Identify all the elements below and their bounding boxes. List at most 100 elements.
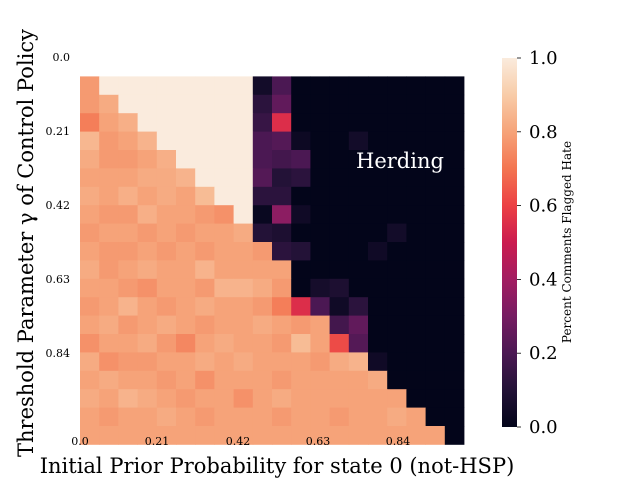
- heatmap-cell: [291, 297, 311, 316]
- heatmap-cell: [329, 426, 350, 445]
- heatmap-cell: [214, 297, 234, 316]
- heatmap-cell: [137, 426, 158, 445]
- heatmap-cell: [291, 334, 311, 353]
- heatmap-cell: [118, 205, 138, 224]
- heatmap-cell: [156, 389, 177, 408]
- heatmap-cell: [444, 205, 465, 224]
- x-tick-label: 0.84: [386, 435, 411, 448]
- heatmap-cell: [406, 223, 426, 243]
- heatmap-cell: [310, 315, 330, 335]
- heatmap-cell: [387, 205, 407, 224]
- heatmap-cell: [329, 168, 350, 188]
- heatmap-cell: [425, 150, 446, 169]
- heatmap-cell: [118, 113, 138, 132]
- heatmap-cell: [176, 315, 196, 335]
- heatmap-cell: [406, 76, 426, 96]
- x-tick-label: 0.0: [71, 435, 89, 448]
- heatmap-cell: [176, 168, 196, 188]
- heatmap-cell: [233, 260, 254, 280]
- heatmap-cell: [425, 389, 446, 408]
- heatmap-cell: [329, 186, 350, 206]
- heatmap-cell: [118, 94, 138, 114]
- heatmap-cell: [387, 315, 407, 335]
- heatmap-cell: [329, 278, 350, 298]
- x-tick-label: 0.63: [306, 435, 331, 448]
- heatmap-cell: [348, 278, 369, 298]
- heatmap-cell: [80, 334, 100, 353]
- heatmap-cell: [233, 94, 254, 114]
- heatmap-cell: [99, 334, 119, 353]
- heatmap-cell: [195, 407, 215, 427]
- heatmap-cell: [444, 150, 465, 169]
- heatmap-cell: [368, 407, 388, 427]
- heatmap-cell: [195, 426, 215, 445]
- heatmap-cell: [387, 94, 407, 114]
- heatmap-cell: [444, 389, 465, 408]
- heatmap-cell: [444, 297, 465, 316]
- heatmap-cell: [291, 370, 311, 390]
- heatmap-cell: [387, 113, 407, 132]
- heatmap-cell: [99, 223, 119, 243]
- heatmap-cell: [99, 297, 119, 316]
- heatmap-cell: [214, 94, 234, 114]
- heatmap-cell: [80, 76, 100, 96]
- heatmap-cell: [272, 131, 292, 151]
- heatmap-cell: [214, 370, 234, 390]
- heatmap-cell: [80, 186, 100, 206]
- heatmap-cell: [272, 168, 292, 188]
- heatmap-cell: [368, 370, 388, 390]
- heatmap-cell: [80, 168, 100, 188]
- heatmap-cell: [272, 352, 292, 372]
- heatmap-cell: [329, 260, 350, 280]
- heatmap-cell: [272, 242, 292, 261]
- heatmap-cell: [387, 260, 407, 280]
- heatmap-cell: [214, 242, 234, 261]
- heatmap-cell: [80, 94, 100, 114]
- heatmap-cell: [272, 407, 292, 427]
- y-tick-label: 0.21: [46, 125, 71, 138]
- heatmap-cell: [444, 94, 465, 114]
- heatmap-cell: [368, 76, 388, 96]
- heatmap-cell: [310, 131, 330, 151]
- heatmap-cell: [406, 94, 426, 114]
- heatmap-cell: [348, 297, 369, 316]
- heatmap-cell: [406, 315, 426, 335]
- heatmap-cell: [406, 352, 426, 372]
- heatmap-cell: [80, 426, 100, 445]
- heatmap-cell: [233, 186, 254, 206]
- heatmap-cell: [406, 242, 426, 261]
- heatmap-cell: [176, 242, 196, 261]
- heatmap-cell: [195, 168, 215, 188]
- heatmap-cell: [348, 168, 369, 188]
- heatmap-cell: [137, 94, 158, 114]
- y-axis-label: Threshold Parameter γ of Control Policy: [14, 29, 38, 457]
- heatmap-cell: [425, 334, 446, 353]
- heatmap-cell: [99, 352, 119, 372]
- heatmap-cell: [387, 407, 407, 427]
- heatmap-cell: [252, 352, 273, 372]
- heatmap-cell: [387, 334, 407, 353]
- heatmap-cell: [195, 131, 215, 151]
- heatmap-cell: [310, 76, 330, 96]
- heatmap-cell: [444, 113, 465, 132]
- heatmap-cell: [425, 278, 446, 298]
- heatmap-cell: [176, 260, 196, 280]
- heatmap-cell: [214, 407, 234, 427]
- heatmap-cell: [387, 223, 407, 243]
- heatmap-cell: [99, 370, 119, 390]
- colorbar-tick-label: 0.0: [529, 417, 558, 438]
- heatmap-cell: [329, 242, 350, 261]
- heatmap-cell: [118, 186, 138, 206]
- heatmap-cell: [329, 315, 350, 335]
- heatmap-cell: [233, 168, 254, 188]
- heatmap-cell: [348, 407, 369, 427]
- heatmap-cell: [195, 334, 215, 353]
- heatmap-cell: [233, 297, 254, 316]
- x-axis-ticks: 0.0 0.21 0.42 0.63 0.84: [71, 435, 410, 448]
- colorbar-tick-label: 0.2: [529, 343, 558, 364]
- heatmap-cell: [233, 426, 254, 445]
- heatmap-cell: [425, 297, 446, 316]
- heatmap-cell: [291, 94, 311, 114]
- heatmap-cell: [272, 278, 292, 298]
- heatmap-cell: [310, 352, 330, 372]
